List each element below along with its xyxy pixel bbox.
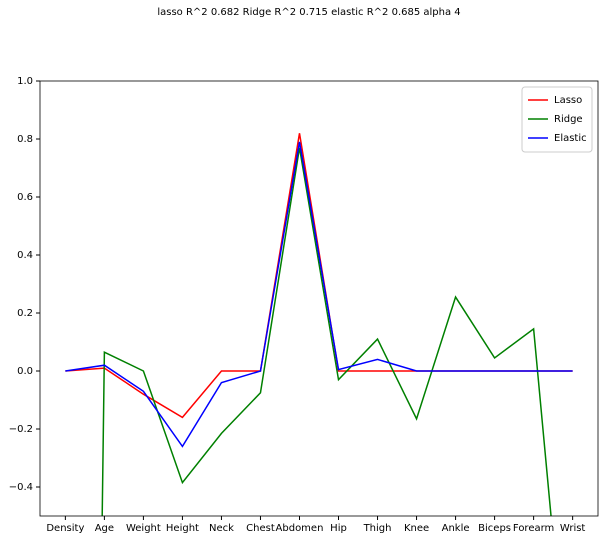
- x-tick-label: Neck: [209, 523, 234, 534]
- x-tick-label: Ankle: [442, 523, 470, 534]
- y-tick-label: 0.4: [17, 250, 33, 261]
- x-tick-label: Thigh: [363, 523, 392, 534]
- x-tick-label: Age: [95, 523, 114, 534]
- legend-box: [521, 86, 593, 153]
- y-tick-label: 0.8: [17, 134, 33, 145]
- legend-label: Lasso: [554, 95, 582, 106]
- x-tick-label: Knee: [404, 523, 429, 534]
- y-tick-label: 0.6: [17, 192, 33, 203]
- plot-frame: [39, 80, 599, 517]
- x-tick-label: Wrist: [560, 523, 586, 534]
- legend-label: Elastic: [554, 133, 587, 144]
- x-tick-label: Weight: [126, 523, 161, 534]
- plot-lines: [65, 133, 573, 516]
- x-tick-label: Hip: [330, 523, 347, 534]
- legend-label: Ridge: [554, 114, 583, 125]
- y-tick-label: 0.0: [17, 366, 33, 377]
- series-line: [65, 141, 573, 448]
- y-tick-label: −0.4: [9, 482, 33, 493]
- y-tick-label: −0.2: [9, 424, 33, 435]
- x-tick-label: Density: [46, 523, 84, 534]
- y-tick-label: 1.0: [17, 76, 33, 87]
- x-tick-label: Biceps: [478, 523, 511, 534]
- series-line: [101, 147, 552, 516]
- x-tick-label: Forearm: [513, 523, 554, 534]
- y-tick-label: 0.2: [17, 308, 33, 319]
- chart-title: lasso R^2 0.682 Ridge R^2 0.715 elastic …: [157, 7, 460, 18]
- x-tick-label: Chest: [246, 523, 275, 534]
- x-tick-label: Height: [166, 523, 199, 534]
- x-tick-label: Abdomen: [276, 523, 324, 534]
